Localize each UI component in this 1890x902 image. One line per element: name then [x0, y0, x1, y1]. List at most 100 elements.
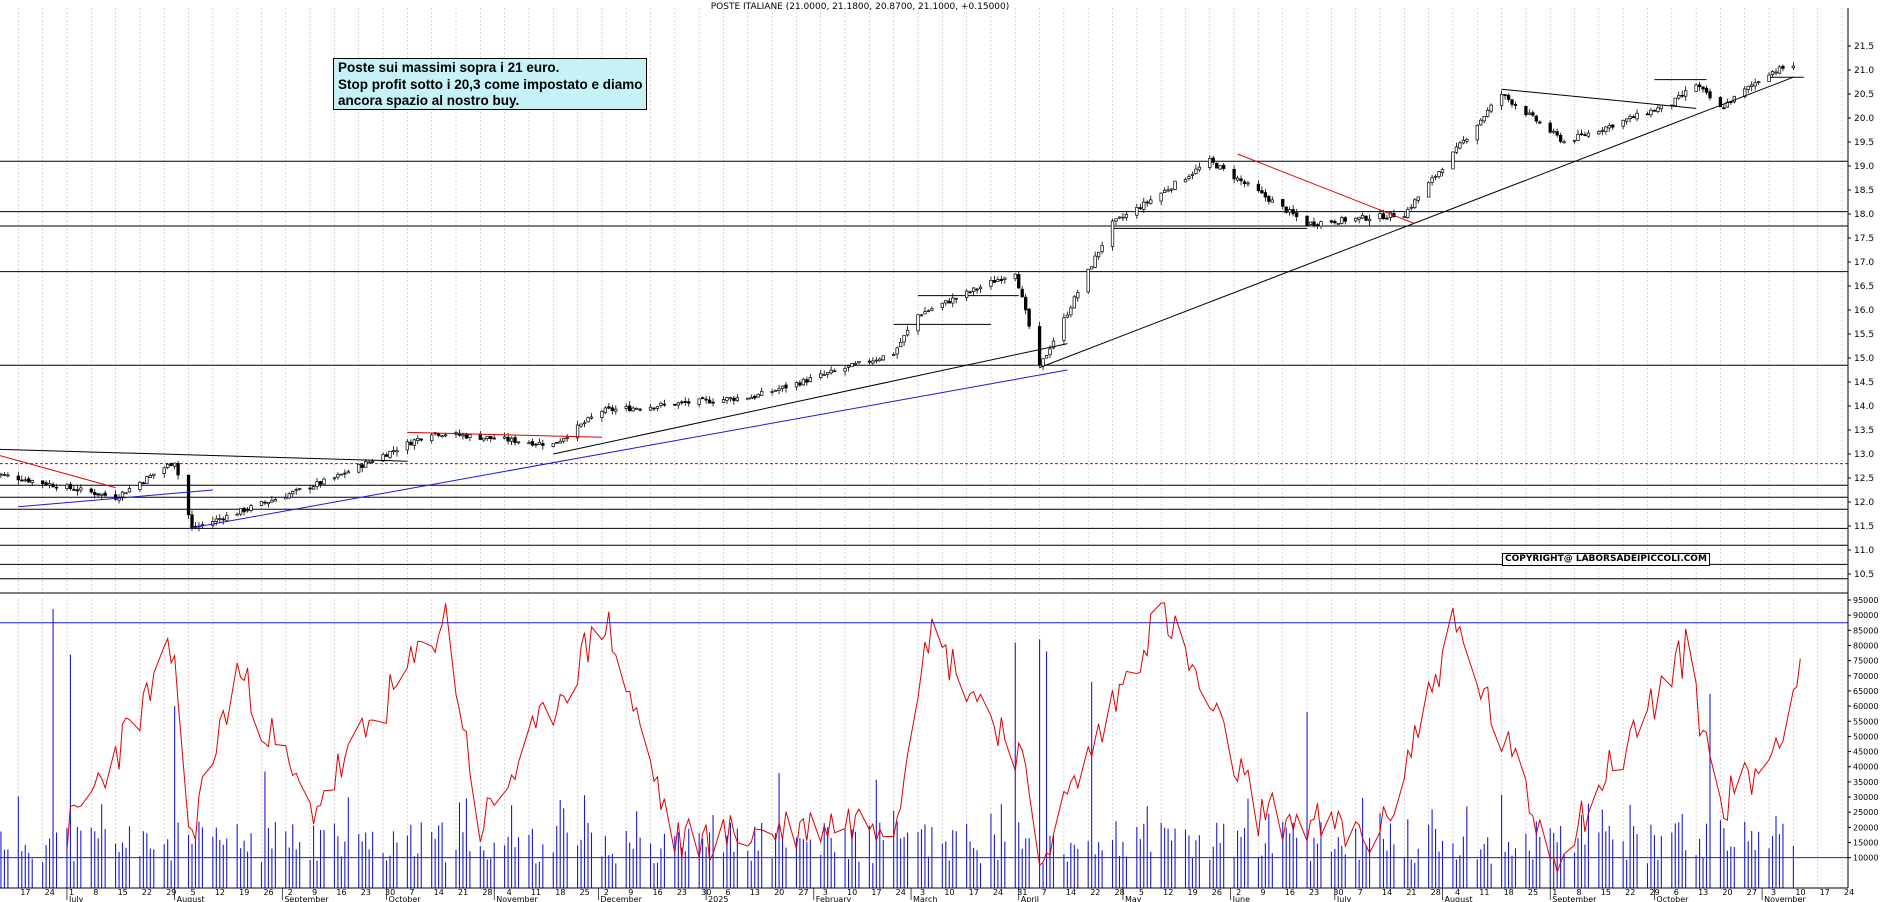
candle-body: [1270, 199, 1274, 203]
candle-body: [1750, 84, 1754, 87]
candle-body: [676, 402, 680, 406]
candle-body: [992, 280, 997, 283]
candle-body: [680, 401, 684, 404]
candle-body: [343, 472, 347, 475]
volume-tick-label: 75000: [1853, 657, 1878, 666]
price-tick-label: 16.5: [1854, 282, 1874, 292]
candle-body: [964, 290, 969, 298]
day-tick-label: 23: [1309, 888, 1319, 897]
candle-body: [1409, 206, 1413, 209]
trendline: [18, 489, 213, 508]
day-tick-label: 4: [1455, 888, 1460, 897]
candle-body: [318, 481, 323, 485]
candle-body: [662, 403, 667, 406]
candle-body: [1020, 288, 1024, 298]
candle-body: [291, 491, 295, 495]
day-tick-label: 31: [1017, 888, 1027, 897]
candle-body: [54, 486, 59, 489]
candle-body: [1426, 182, 1431, 198]
day-tick-label: 3: [823, 888, 828, 897]
day-tick-label: 20: [774, 888, 784, 897]
candle-body: [509, 437, 514, 442]
candle-body: [1117, 216, 1122, 219]
annotation-line-3: ancora spazio al nostro buy.: [338, 93, 520, 108]
price-tick-label: 19.5: [1854, 138, 1874, 148]
candle-body: [259, 501, 264, 506]
candle-body: [1149, 199, 1153, 204]
candle-body: [1694, 84, 1698, 92]
day-tick-label: 18: [1504, 888, 1514, 897]
day-tick-label: 24: [45, 888, 55, 897]
candle-body: [850, 363, 854, 368]
candle-body: [808, 377, 812, 383]
volume-tick-label: 60000: [1853, 702, 1878, 711]
candle-body: [916, 314, 920, 332]
candle-body: [1440, 169, 1445, 174]
candle-body: [732, 397, 736, 401]
candle-body: [1743, 88, 1747, 97]
candle-body: [322, 478, 326, 485]
candle-body: [1003, 277, 1007, 280]
candle-body: [683, 401, 687, 403]
candle-body: [381, 454, 385, 462]
candle-body: [1416, 196, 1420, 201]
candle-body: [1288, 209, 1292, 213]
candle-body: [96, 493, 100, 496]
candle-body: [1649, 109, 1653, 116]
candle-body: [332, 477, 337, 480]
candle-body: [1013, 273, 1017, 280]
candle-body: [75, 489, 80, 492]
candle-body: [805, 379, 809, 383]
candle-body: [586, 417, 590, 423]
candle-body: [416, 438, 420, 441]
candle-body: [357, 464, 361, 473]
annotation-line-1: Poste sui massimi sopra i 21 euro.: [338, 60, 560, 75]
candle-body: [68, 483, 73, 489]
candle-body: [562, 438, 566, 442]
candle-body: [1534, 115, 1538, 122]
candle-body: [468, 434, 472, 438]
candle-body: [801, 378, 806, 386]
candle-body: [1281, 198, 1285, 207]
trendline: [1501, 88, 1697, 109]
candle-body: [492, 437, 496, 440]
month-tick-label: November: [496, 895, 538, 902]
day-tick-label: 14: [1066, 888, 1076, 897]
candle-body: [947, 300, 951, 304]
day-tick-label: 7: [409, 888, 414, 897]
candle-body: [370, 461, 375, 463]
candle-body: [235, 513, 239, 516]
candle-body: [72, 488, 76, 491]
candle-body: [47, 483, 52, 486]
candle-body: [1208, 158, 1212, 168]
candle-body: [1555, 131, 1559, 136]
candle-body: [1360, 215, 1365, 219]
volume-tick-label: 95000: [1853, 596, 1878, 605]
candle-body: [1357, 216, 1361, 220]
candle-body: [218, 518, 222, 520]
candle-body: [940, 302, 944, 309]
candle-body: [582, 422, 587, 425]
candle-body: [1017, 274, 1021, 289]
day-tick-label: 22: [1625, 888, 1635, 897]
candle-body: [1294, 212, 1299, 217]
day-tick-label: 22: [142, 888, 152, 897]
candle-body: [249, 505, 253, 511]
candle-body: [1090, 266, 1094, 270]
candle-body: [600, 411, 604, 418]
candle-body: [978, 286, 983, 290]
candle-body: [120, 491, 125, 498]
candle-body: [367, 461, 371, 464]
candle-body: [1558, 134, 1563, 142]
candle-body: [905, 329, 910, 336]
candle-body: [1753, 82, 1757, 87]
candle-body: [1142, 201, 1146, 210]
candle-body: [1562, 141, 1566, 144]
candle-body: [1232, 168, 1236, 180]
candle-body: [23, 479, 27, 482]
candle-body: [1704, 87, 1709, 93]
day-tick-label: 19: [239, 888, 249, 897]
candle-body: [975, 288, 979, 291]
candle-body: [1499, 93, 1504, 106]
